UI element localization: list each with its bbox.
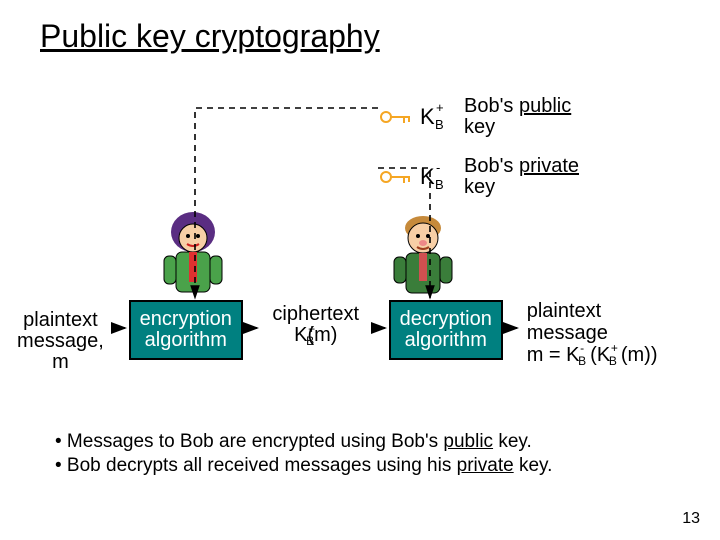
arrow-icon bbox=[371, 300, 389, 356]
arrow-icon bbox=[111, 300, 129, 356]
bullet-list: • Messages to Bob are encrypted using Bo… bbox=[55, 430, 552, 478]
arrow-icon bbox=[243, 300, 261, 356]
encryption-box: encryption algorithm bbox=[129, 300, 243, 360]
decryption-box: decryption algorithm bbox=[389, 300, 503, 360]
flow-row: plaintext message, m encryption algorith… bbox=[10, 300, 710, 373]
slide-number: 13 bbox=[682, 510, 700, 528]
plaintext-out: plaintext message m = K-B(K+B(m)) bbox=[521, 300, 710, 366]
bullet-2: • Bob decrypts all received messages usi… bbox=[55, 454, 552, 478]
plaintext-in: plaintext message, m bbox=[10, 300, 111, 373]
ciphertext-label: ciphertext K + B (m) bbox=[261, 300, 371, 346]
bullet-1: • Messages to Bob are encrypted using Bo… bbox=[55, 430, 552, 454]
arrow-icon bbox=[503, 300, 521, 356]
